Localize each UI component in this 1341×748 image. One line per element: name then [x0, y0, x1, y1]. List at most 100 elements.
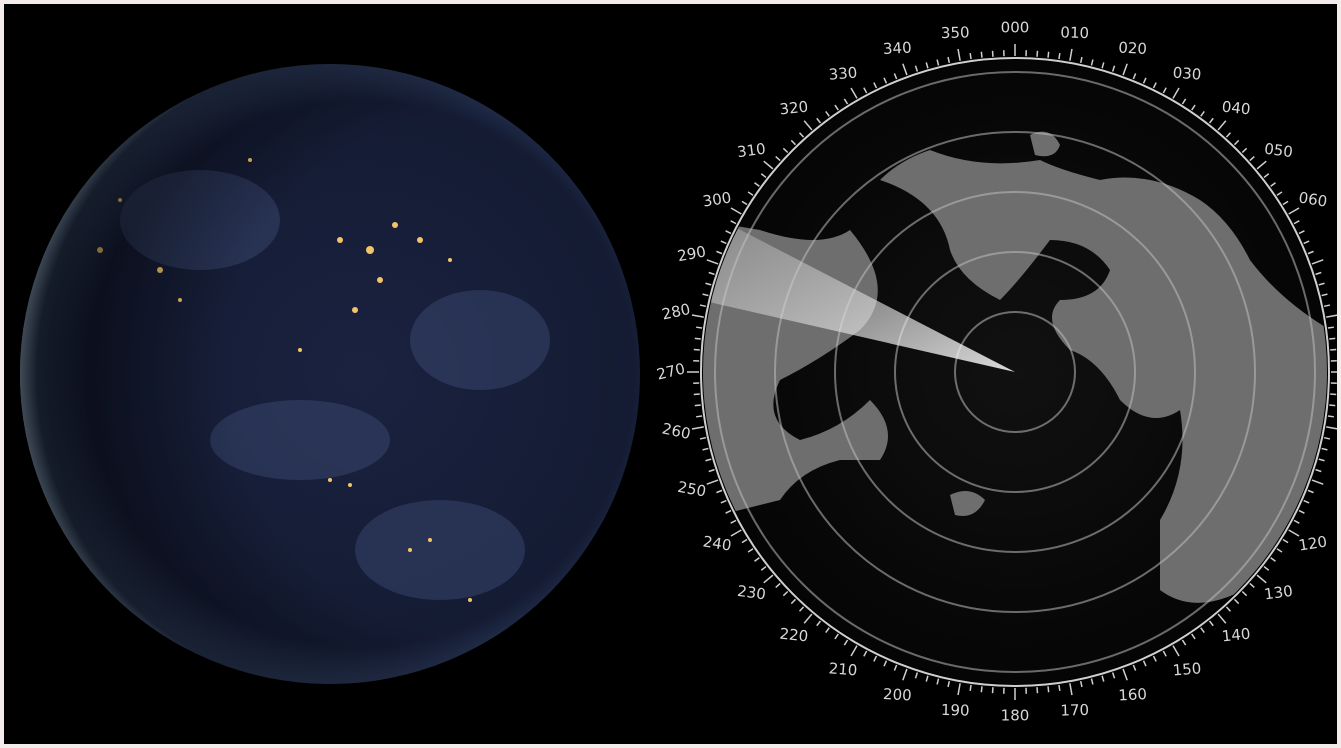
tick	[741, 538, 748, 544]
tick	[936, 59, 940, 66]
tick	[1241, 590, 1248, 597]
tick	[1321, 447, 1328, 451]
tick	[1329, 404, 1336, 407]
tick	[716, 489, 723, 494]
tick	[873, 655, 878, 662]
tick	[957, 683, 961, 696]
tick	[834, 633, 839, 640]
bearing-label: 210	[828, 659, 858, 679]
tick	[1217, 120, 1227, 131]
tick	[1208, 620, 1214, 627]
tick	[825, 111, 830, 117]
tick	[1172, 645, 1180, 657]
tick	[1249, 155, 1255, 162]
tick	[754, 557, 760, 562]
tick	[803, 613, 813, 624]
tick	[1315, 468, 1322, 473]
tick	[1303, 240, 1310, 245]
tick	[1208, 117, 1214, 124]
tick	[893, 664, 898, 671]
tick	[850, 87, 858, 99]
tick	[1058, 684, 1061, 691]
bearing-label: 050	[1263, 140, 1294, 162]
tick	[699, 304, 707, 308]
tick	[775, 582, 781, 589]
tick	[883, 77, 888, 84]
tick	[850, 645, 858, 657]
bearing-label: 340	[883, 39, 913, 58]
tick	[843, 639, 849, 646]
tick	[1101, 62, 1105, 69]
tick	[798, 132, 805, 138]
tick	[1327, 415, 1334, 418]
tick	[825, 627, 830, 633]
tick	[1225, 606, 1232, 612]
tick	[720, 240, 727, 245]
tick	[1122, 63, 1128, 76]
tick	[798, 606, 805, 612]
bearing-label: 220	[779, 625, 809, 646]
bearing-label: 290	[676, 242, 707, 265]
tick	[803, 120, 813, 131]
tick	[1327, 326, 1334, 329]
tick	[1132, 664, 1137, 671]
tick	[702, 447, 709, 451]
tick	[763, 574, 774, 584]
tick	[1200, 627, 1205, 633]
tick	[1069, 683, 1073, 696]
tick	[893, 73, 898, 80]
tick	[699, 436, 707, 440]
tick	[708, 468, 715, 473]
tick	[720, 499, 727, 504]
tick	[691, 314, 704, 318]
tick	[980, 686, 983, 693]
bearing-label: 150	[1172, 659, 1202, 679]
tick	[1132, 73, 1137, 80]
tick	[1307, 250, 1314, 255]
tick	[1311, 259, 1324, 265]
tick	[1282, 538, 1289, 544]
tick	[1217, 613, 1227, 624]
tick	[696, 326, 703, 329]
tick	[1047, 51, 1050, 58]
tick	[1315, 271, 1322, 276]
tick	[1321, 293, 1328, 297]
tick	[1326, 314, 1339, 318]
bearing-label: 280	[660, 300, 692, 324]
tick	[1101, 675, 1105, 682]
tick	[1323, 436, 1331, 440]
tick	[760, 565, 767, 571]
tick	[716, 250, 723, 255]
tick	[763, 160, 774, 170]
bearing-label: 120	[1297, 532, 1328, 554]
tick	[914, 672, 919, 679]
radar: 000 010 020 030 040 050 060 120 130 140 150 160 170 1…	[655, 19, 1341, 725]
tick	[1303, 499, 1310, 504]
tick	[708, 271, 715, 276]
tick	[775, 155, 781, 162]
tick	[1326, 426, 1339, 430]
tick	[1162, 87, 1167, 94]
bearing-label: 180	[1001, 707, 1030, 725]
tick	[1256, 574, 1267, 584]
bearing-label: 350	[941, 23, 970, 42]
tick	[705, 282, 712, 286]
tick	[725, 230, 732, 235]
tick	[1181, 98, 1187, 105]
tick	[969, 53, 972, 60]
tick	[1079, 56, 1083, 64]
tick	[1090, 678, 1094, 685]
tick	[1276, 191, 1283, 196]
tick	[873, 82, 878, 89]
tick	[936, 678, 940, 685]
tick	[1323, 304, 1331, 308]
tick	[1090, 59, 1094, 66]
tick	[1142, 660, 1147, 667]
tick	[816, 117, 822, 124]
tick	[1276, 548, 1283, 553]
bearing-label: 190	[941, 701, 970, 720]
bearing-label: 310	[736, 140, 767, 162]
tick	[1233, 598, 1240, 605]
